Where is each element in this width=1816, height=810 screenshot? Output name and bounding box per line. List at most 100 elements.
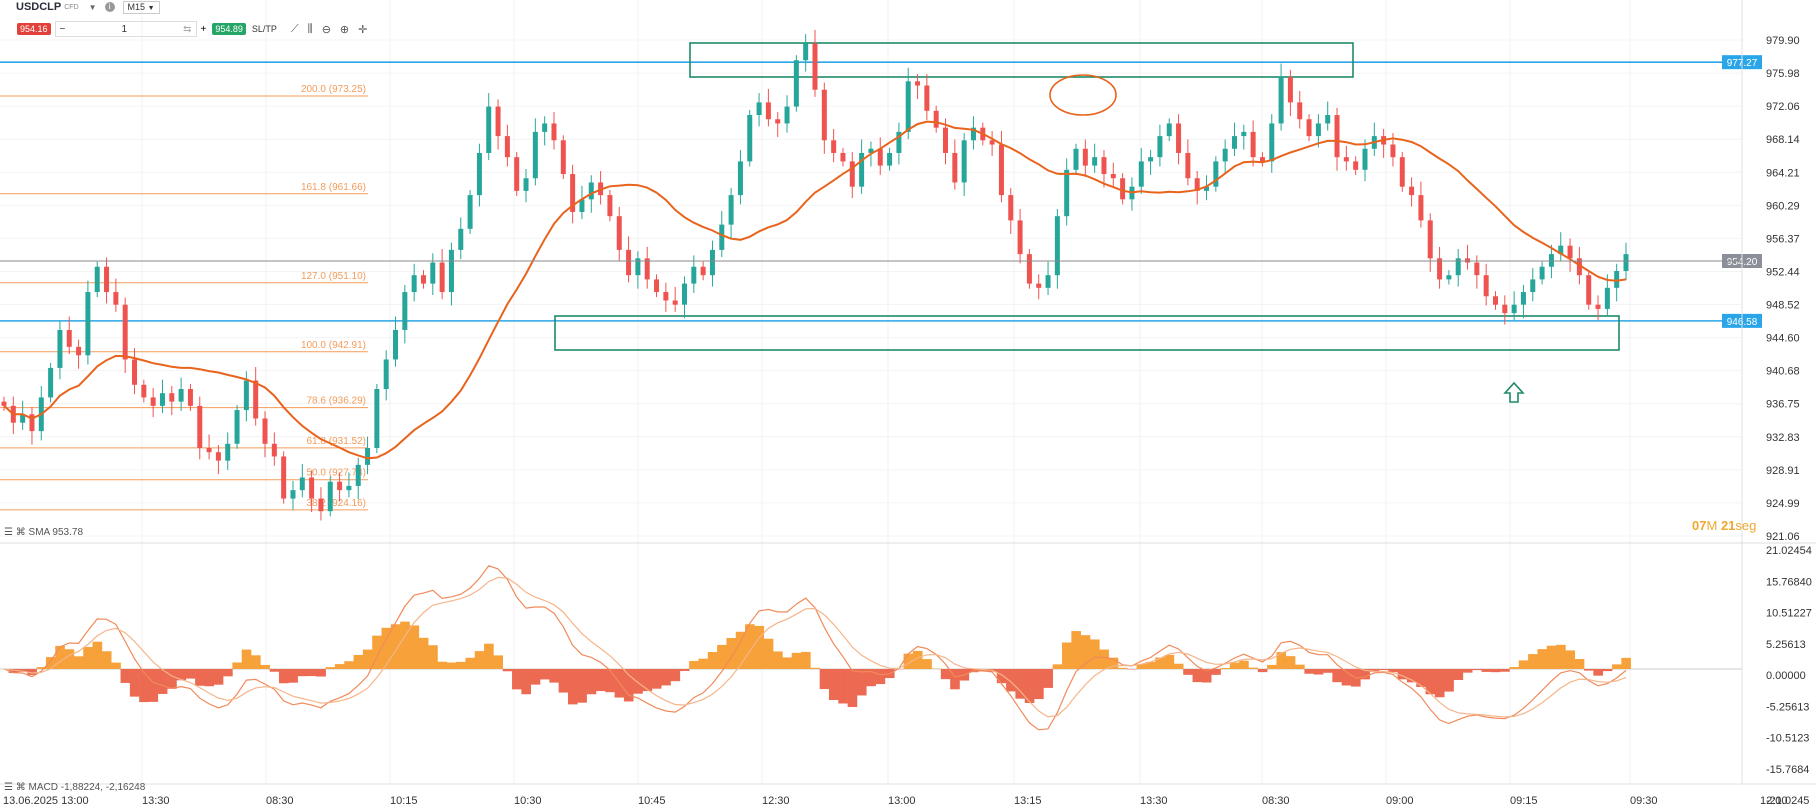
candle-body <box>94 266 100 293</box>
macd-histogram-bar <box>1248 667 1259 669</box>
quantity-stepper[interactable]: − 1 ⇆ <box>54 21 197 37</box>
candle-body <box>262 418 268 444</box>
candle-body <box>877 148 883 166</box>
sma-indicator-label[interactable]: ☰ ⌘ SMA 953.78 <box>4 527 83 538</box>
fib-level-label: 78.6 (936.29) <box>307 396 367 407</box>
time-tick-label: 10:30 <box>514 795 542 807</box>
symbol-name[interactable]: USDCLP <box>16 1 62 13</box>
candle-body <box>1465 258 1471 263</box>
macd-histogram-bar <box>567 669 578 705</box>
macd-histogram-bar <box>167 669 177 689</box>
macd-histogram-bar <box>1397 669 1408 680</box>
candle-body <box>1623 254 1629 271</box>
candle-body <box>924 85 930 111</box>
zoom-out-icon[interactable]: ⊖ <box>321 23 331 36</box>
macd-histogram-bar <box>1546 645 1557 669</box>
candle-body <box>700 266 706 276</box>
timeframe-value: M15 <box>127 1 146 12</box>
macd-histogram-bar <box>670 669 681 682</box>
macd-histogram-bar <box>45 657 56 669</box>
macd-histogram-bar <box>1295 664 1305 669</box>
macd-histogram-bar <box>213 669 224 685</box>
candle-body <box>132 359 138 385</box>
menu-icon[interactable]: ☰ <box>4 782 13 793</box>
candle-body <box>476 152 482 196</box>
quantity-input[interactable]: 1 <box>121 23 128 35</box>
swap-icon[interactable]: ⇆ <box>183 23 192 35</box>
candle-body <box>1558 245 1564 255</box>
price-tick-label: 936.75 <box>1766 399 1800 411</box>
candle-body <box>1054 216 1060 276</box>
candle-body <box>747 115 753 162</box>
menu-icon[interactable]: ☰ <box>4 527 13 538</box>
crosshair-icon[interactable]: ✛ <box>358 23 368 36</box>
sell-button[interactable]: 954.16 <box>17 23 51 35</box>
candle-body <box>1455 258 1461 276</box>
price-tick-label: 956.37 <box>1766 233 1800 245</box>
macd-histogram-bar <box>512 669 522 690</box>
macd-histogram-bar <box>1006 669 1016 692</box>
candle-body <box>383 359 389 389</box>
resistance-box[interactable] <box>689 42 1354 78</box>
order-row: 954.16 − 1 ⇆ + 954.89 SL/TP ⟋ ⫼ ⊖ ⊕ ✛ <box>0 20 376 38</box>
macd-histogram-bar <box>1537 649 1548 669</box>
macd-histogram-bar <box>819 669 830 690</box>
candle-body <box>1427 220 1433 259</box>
symbol-dropdown-icon[interactable]: ▼ <box>88 2 97 12</box>
candle-body <box>1194 178 1200 191</box>
candle-body <box>225 443 231 461</box>
candle-body <box>1166 123 1172 137</box>
macd-histogram-bar <box>92 641 103 669</box>
candle-body <box>1530 279 1536 293</box>
candle-body <box>1492 296 1498 305</box>
hide-icon[interactable]: ⌘ <box>15 782 26 793</box>
support-box[interactable] <box>554 315 1620 351</box>
macd-tick-label: -5.25613 <box>1766 701 1809 713</box>
candle-body <box>141 384 147 398</box>
decrement-button[interactable]: − <box>59 23 66 35</box>
macd-histogram-bar <box>353 655 364 669</box>
candle-body <box>681 283 687 305</box>
drawing-rectangles[interactable] <box>554 42 1620 403</box>
hide-icon[interactable]: ⌘ <box>15 527 26 538</box>
macd-histogram-bar <box>418 637 429 669</box>
increment-button[interactable]: + <box>200 23 207 35</box>
candle-body <box>514 157 520 191</box>
fibonacci-levels[interactable]: 200.0 (973.25) 161.8 (961.66) 127.0 (951.1… <box>0 84 368 511</box>
candle-body <box>495 106 501 137</box>
sma-line[interactable] <box>3 120 1627 460</box>
candle-body <box>29 414 35 432</box>
candles-icon[interactable]: ⫼ <box>307 22 313 35</box>
candle-body <box>299 477 305 491</box>
candle-body <box>542 123 548 132</box>
macd-histogram-bar <box>437 661 448 669</box>
candle-body <box>159 393 165 406</box>
timeframe-select[interactable]: M15 ▼ <box>122 0 160 14</box>
macd-histogram-bar <box>1015 669 1026 699</box>
candle-body <box>1390 144 1396 158</box>
macd-histogram-bar <box>1229 662 1240 669</box>
candle-body <box>1231 136 1237 149</box>
highlight-ellipse[interactable] <box>1049 74 1117 116</box>
macd-histogram-bar <box>1304 669 1315 674</box>
macd-histogram-bar <box>1201 669 1212 683</box>
macd-histogram-bar <box>325 667 336 669</box>
info-icon[interactable]: i <box>104 2 115 12</box>
macd-histogram-bar <box>493 655 504 669</box>
sltp-button[interactable]: SL/TP <box>251 24 277 34</box>
candle-body <box>1586 275 1592 305</box>
macd-histogram-bar <box>623 669 634 702</box>
buy-button[interactable]: 954.89 <box>212 23 246 35</box>
fib-level-label: 38.2 (924.16) <box>307 498 367 509</box>
up-arrow-icon[interactable] <box>1503 381 1525 403</box>
zoom-in-icon[interactable]: ⊕ <box>339 23 350 36</box>
price-tick-label: 940.68 <box>1766 366 1800 378</box>
macd-indicator-label[interactable]: ☰ ⌘ MACD -1,88224, -2,16248 <box>4 782 145 793</box>
time-tick-label: 13:30 <box>142 795 170 807</box>
line-chart-icon[interactable]: ⟋ <box>290 22 299 35</box>
candle-body <box>887 152 893 166</box>
macd-histogram-bar <box>1584 669 1594 671</box>
